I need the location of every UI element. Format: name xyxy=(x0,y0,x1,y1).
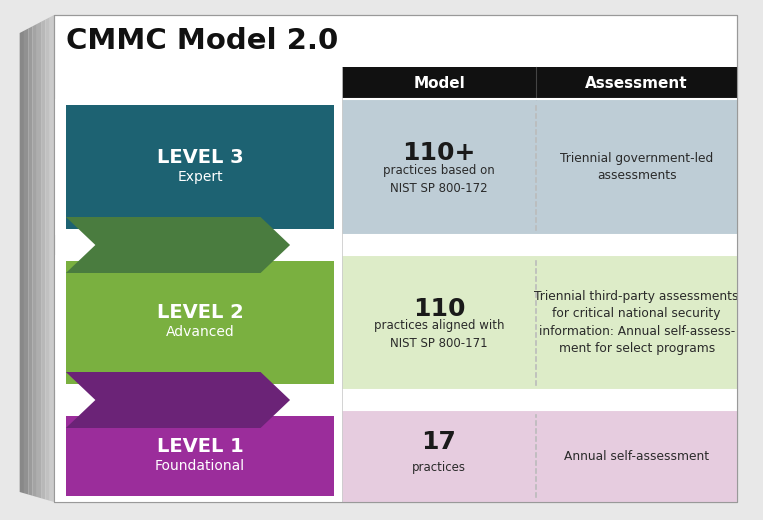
Text: practices aligned with
NIST SP 800-171: practices aligned with NIST SP 800-171 xyxy=(374,319,504,350)
Polygon shape xyxy=(20,31,24,493)
Text: 110: 110 xyxy=(413,296,465,320)
FancyBboxPatch shape xyxy=(342,67,738,99)
Text: Triennial government-led
assessments: Triennial government-led assessments xyxy=(560,152,713,182)
FancyBboxPatch shape xyxy=(54,255,342,390)
Text: practices: practices xyxy=(412,462,466,474)
Text: Advanced: Advanced xyxy=(166,326,234,340)
Text: Model: Model xyxy=(414,75,465,90)
Text: Foundational: Foundational xyxy=(155,459,245,473)
FancyBboxPatch shape xyxy=(54,99,342,235)
Polygon shape xyxy=(66,217,290,273)
Text: Triennial third-party assessments
for critical national security
information: An: Triennial third-party assessments for cr… xyxy=(534,290,739,355)
Polygon shape xyxy=(33,24,37,497)
Text: Assessment: Assessment xyxy=(585,75,688,90)
FancyBboxPatch shape xyxy=(342,99,738,235)
FancyBboxPatch shape xyxy=(66,416,334,496)
Polygon shape xyxy=(28,26,33,496)
FancyBboxPatch shape xyxy=(342,235,738,255)
FancyBboxPatch shape xyxy=(342,255,738,390)
Text: Expert: Expert xyxy=(177,170,223,184)
Text: CMMC Model 2.0: CMMC Model 2.0 xyxy=(66,27,338,55)
Polygon shape xyxy=(37,22,41,498)
Text: 110+: 110+ xyxy=(402,141,476,165)
FancyBboxPatch shape xyxy=(66,105,334,229)
FancyBboxPatch shape xyxy=(54,15,738,502)
FancyBboxPatch shape xyxy=(342,410,738,502)
Text: 17: 17 xyxy=(422,430,456,454)
FancyBboxPatch shape xyxy=(66,261,334,384)
FancyBboxPatch shape xyxy=(342,390,738,410)
Text: Annual self-assessment: Annual self-assessment xyxy=(564,449,710,462)
Text: LEVEL 2: LEVEL 2 xyxy=(156,303,243,322)
Polygon shape xyxy=(41,20,46,500)
Text: LEVEL 3: LEVEL 3 xyxy=(156,148,243,166)
Polygon shape xyxy=(50,15,54,502)
Text: LEVEL 1: LEVEL 1 xyxy=(156,436,243,456)
Polygon shape xyxy=(46,17,50,501)
Text: practices based on
NIST SP 800-172: practices based on NIST SP 800-172 xyxy=(383,163,495,194)
Polygon shape xyxy=(24,29,28,495)
Polygon shape xyxy=(66,372,290,428)
FancyBboxPatch shape xyxy=(54,410,342,502)
